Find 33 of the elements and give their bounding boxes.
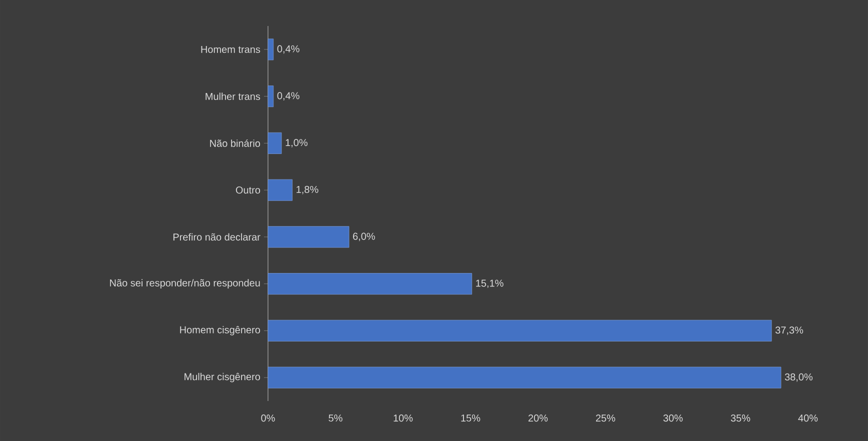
y-tick-label: Outro: [236, 186, 260, 194]
x-tick-label: 35%: [730, 414, 750, 422]
x-tick-label: 10%: [394, 414, 413, 422]
bar: [268, 38, 274, 60]
data-label: 37,3%: [775, 326, 804, 335]
x-tick-label: 40%: [798, 414, 818, 422]
bar: [268, 179, 293, 201]
y-tick-label: Mulher cisgênero: [184, 372, 260, 382]
data-label: 0,4%: [277, 92, 300, 100]
y-tick-label: Não binário: [210, 139, 260, 147]
data-label: 0,4%: [277, 45, 300, 54]
bar: [268, 320, 772, 342]
data-label: 1,0%: [286, 139, 308, 148]
x-tick-label: 15%: [461, 414, 480, 422]
x-tick-label: 0%: [261, 414, 275, 422]
x-tick-label: 20%: [528, 414, 548, 422]
y-tick-label: Homem trans: [201, 46, 260, 53]
x-tick-label: 25%: [596, 414, 616, 422]
bar: [268, 366, 782, 388]
y-tick-label: Não sei responder/não respondeu: [110, 279, 260, 288]
x-tick-label: 30%: [663, 414, 683, 422]
data-label: 1,8%: [296, 186, 318, 194]
bar: [268, 226, 350, 248]
y-tick-label: Mulher trans: [206, 92, 260, 100]
y-tick-label: Prefiro não declarar: [173, 233, 260, 241]
bar: [268, 86, 274, 108]
x-tick-label: 5%: [328, 414, 342, 422]
bar: [268, 273, 472, 295]
y-tick-label: Homem cisgênero: [180, 326, 260, 336]
data-label: 38,0%: [784, 373, 813, 382]
bar: [268, 132, 282, 154]
data-label: 6,0%: [353, 232, 375, 242]
data-label: 15,1%: [476, 280, 504, 288]
